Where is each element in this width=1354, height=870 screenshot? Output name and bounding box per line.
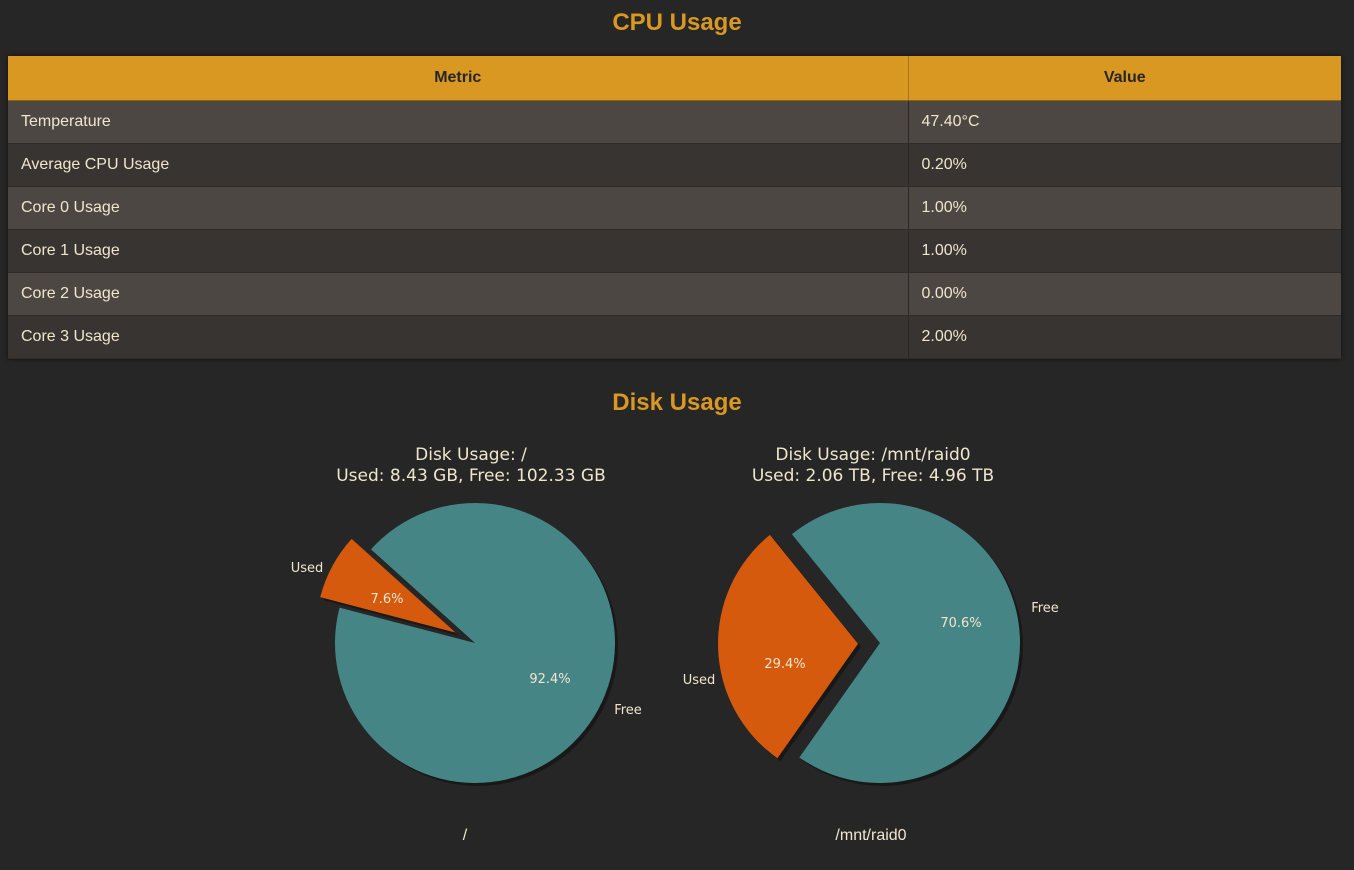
pie-title-line2: Used: 8.43 GB, Free: 102.33 GB — [336, 466, 606, 486]
cpu-usage-table: Metric Value Temperature 47.40°C Average… — [8, 56, 1341, 359]
value-cell: 1.00% — [908, 186, 1341, 230]
table-row: Core 0 Usage 1.00% — [8, 186, 1341, 230]
mount-label: / — [462, 827, 468, 844]
table-row: Core 3 Usage 2.00% — [8, 315, 1341, 359]
pie-chart-root: Used Free 7.6% 92.4% — [291, 503, 642, 787]
metric-cell: Core 0 Usage — [8, 186, 909, 230]
metric-cell: Core 1 Usage — [8, 229, 909, 273]
pie-title-line1: Disk Usage: /mnt/raid0 — [775, 445, 970, 465]
disk-usage-title: Disk Usage — [612, 389, 742, 416]
table-row: Core 2 Usage 0.00% — [8, 272, 1341, 316]
table-row: Temperature 47.40°C — [8, 100, 1341, 144]
pie-slice-free — [791, 503, 1020, 783]
metric-cell: Core 2 Usage — [8, 272, 909, 316]
pie-percent-label: 92.4% — [529, 672, 570, 687]
pie-slice-free — [334, 503, 615, 784]
pie-title-line1: Disk Usage: / — [415, 445, 527, 465]
value-cell: 0.20% — [908, 143, 1341, 187]
pie-slice-used — [320, 538, 456, 633]
table-row: Average CPU Usage 0.20% — [8, 143, 1341, 187]
mount-label: /mnt/raid0 — [835, 827, 907, 844]
metric-cell: Temperature — [8, 100, 909, 144]
cpu-usage-title: CPU Usage — [612, 9, 742, 36]
disk-usage-charts: Disk Usage: / Used: 8.43 GB, Free: 102.3… — [291, 445, 1059, 787]
value-cell: 1.00% — [908, 229, 1341, 273]
pie-category-label: Used — [291, 561, 324, 576]
metric-cell: Core 3 Usage — [8, 315, 909, 359]
metric-column-header: Metric — [8, 56, 909, 101]
pie-percent-label: 29.4% — [764, 657, 805, 672]
value-cell: 47.40°C — [908, 100, 1341, 144]
value-cell: 2.00% — [908, 315, 1341, 359]
value-cell: 0.00% — [908, 272, 1341, 316]
pie-title-line2: Used: 2.06 TB, Free: 4.96 TB — [752, 466, 994, 486]
pie-category-label: Used — [683, 673, 716, 688]
table-header-row: Metric Value — [8, 56, 1341, 101]
pie-chart-raid0: Used Free 29.4% 70.6% — [683, 503, 1059, 786]
metric-cell: Average CPU Usage — [8, 143, 909, 187]
table-row: Core 1 Usage 1.00% — [8, 229, 1341, 273]
pie-percent-label: 70.6% — [940, 616, 981, 631]
pie-slice-used — [718, 534, 859, 759]
pie-category-label: Free — [1031, 601, 1059, 616]
value-column-header: Value — [908, 56, 1341, 101]
pie-percent-label: 7.6% — [370, 592, 403, 607]
pie-category-label: Free — [614, 703, 642, 718]
